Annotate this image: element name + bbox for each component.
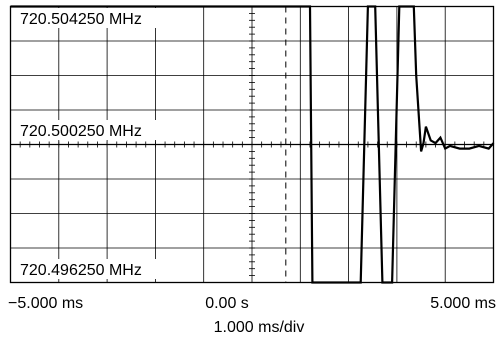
x-tick-label-max: 5.000 ms xyxy=(430,295,496,312)
frequency-plot: 720.504250 MHz 720.500250 MHz 720.496250… xyxy=(9,5,495,284)
y-tick-labels: 720.504250 MHz 720.500250 MHz 720.496250… xyxy=(16,8,166,279)
x-scale-label: 1.000 ms/div xyxy=(213,319,305,336)
y-tick-label-center: 720.500250 MHz xyxy=(20,123,142,140)
x-tick-label-center: 0.00 s xyxy=(205,295,249,312)
frequency-trace xyxy=(10,5,495,284)
minor-ticks xyxy=(10,6,494,283)
y-tick-label-top: 720.504250 MHz xyxy=(20,11,142,28)
y-label-bg-top xyxy=(16,8,166,28)
y-tick-label-bottom: 720.496250 MHz xyxy=(20,262,142,279)
x-tick-label-min: −5.000 ms xyxy=(8,295,84,312)
y-label-bg-bottom xyxy=(16,259,166,279)
y-label-bg-center xyxy=(16,120,166,140)
